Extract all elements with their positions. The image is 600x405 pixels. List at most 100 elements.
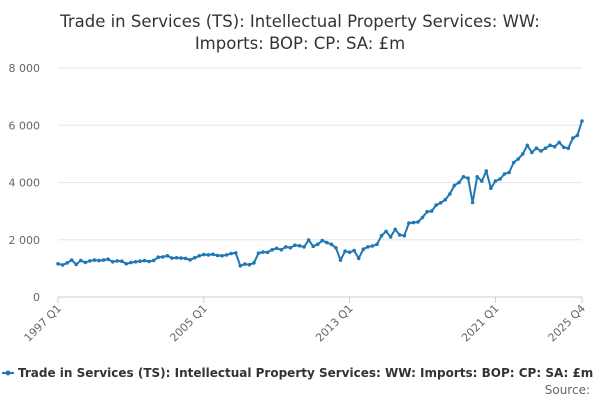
data-point xyxy=(311,244,316,249)
data-point xyxy=(279,248,284,252)
data-point xyxy=(411,220,416,225)
data-point xyxy=(261,250,265,254)
data-point xyxy=(375,242,379,247)
legend[interactable]: Trade in Services (TS): Intellectual Pro… xyxy=(2,366,593,380)
data-point xyxy=(393,227,398,232)
y-tick-label-6000: 6 000 xyxy=(9,119,41,132)
series-line xyxy=(57,120,583,267)
data-point xyxy=(206,253,211,257)
data-point xyxy=(425,209,429,214)
data-point xyxy=(361,247,366,251)
x-axis-ticks: 1997 Q1 2005 Q1 2013 Q1 2021 Q1 2025 Q4 xyxy=(22,297,589,345)
data-point xyxy=(525,143,530,148)
data-point xyxy=(356,256,361,261)
data-point xyxy=(580,119,584,123)
data-point xyxy=(60,263,65,267)
data-point xyxy=(489,186,493,190)
data-point xyxy=(215,253,220,258)
data-point xyxy=(366,245,370,249)
data-point xyxy=(151,258,156,263)
data-point xyxy=(347,250,352,255)
data-point xyxy=(265,250,270,255)
data-point xyxy=(388,235,393,239)
data-point xyxy=(334,246,338,250)
data-point xyxy=(530,150,534,155)
data-point xyxy=(511,160,516,165)
data-point xyxy=(138,259,142,264)
data-point xyxy=(475,175,480,179)
data-point xyxy=(161,255,165,259)
data-point xyxy=(507,170,511,175)
data-point xyxy=(211,252,215,257)
data-point xyxy=(120,259,124,264)
data-point xyxy=(420,215,425,220)
data-point xyxy=(543,146,548,150)
legend-point-marker xyxy=(5,370,11,376)
data-point xyxy=(83,260,88,265)
data-point xyxy=(302,245,306,249)
data-point xyxy=(142,258,147,263)
data-point xyxy=(197,254,202,258)
data-point xyxy=(133,260,138,264)
y-tick-label-2000: 2 000 xyxy=(9,234,41,247)
data-point xyxy=(65,261,69,265)
data-point xyxy=(129,260,133,265)
data-point xyxy=(343,249,347,253)
data-point xyxy=(97,258,101,263)
data-point xyxy=(88,259,92,263)
data-point xyxy=(571,136,575,140)
data-point xyxy=(429,209,434,213)
data-point xyxy=(552,144,557,149)
data-point xyxy=(202,252,206,257)
data-point xyxy=(284,245,288,249)
data-point xyxy=(397,233,402,237)
data-point xyxy=(220,254,224,258)
data-point xyxy=(315,242,320,247)
data-point xyxy=(106,257,110,262)
data-point xyxy=(480,179,484,183)
data-point xyxy=(165,254,170,258)
data-point xyxy=(115,259,119,263)
data-point xyxy=(229,251,233,256)
data-point xyxy=(548,143,552,148)
source-label: Source: xyxy=(545,383,590,397)
data-point xyxy=(224,253,229,257)
data-point xyxy=(493,179,498,183)
data-point xyxy=(416,220,420,224)
data-point xyxy=(461,175,466,179)
data-point xyxy=(562,145,566,150)
data-point xyxy=(575,133,580,138)
y-tick-label-4000: 4 000 xyxy=(9,177,41,190)
x-tick-label-0: 1997 Q1 xyxy=(22,302,65,345)
data-point xyxy=(384,229,388,234)
data-point xyxy=(288,246,293,250)
data-point xyxy=(407,221,411,225)
data-point xyxy=(466,176,470,180)
gridlines xyxy=(58,67,582,241)
data-point xyxy=(484,169,489,173)
y-tick-label-8000: 8 000 xyxy=(9,62,41,75)
data-point xyxy=(110,260,115,264)
data-point xyxy=(557,140,561,145)
data-point xyxy=(539,149,543,153)
y-tick-label-0: 0 xyxy=(33,291,40,304)
data-point xyxy=(74,262,78,267)
data-point xyxy=(188,258,192,262)
data-point xyxy=(516,157,520,161)
data-point xyxy=(498,177,502,181)
data-point xyxy=(452,183,457,188)
data-point xyxy=(238,264,243,268)
data-point xyxy=(170,256,174,260)
data-point xyxy=(306,238,311,242)
x-tick-label-2: 2013 Q1 xyxy=(313,302,356,345)
x-tick-label-3: 2021 Q1 xyxy=(459,302,502,345)
data-point xyxy=(402,233,407,238)
data-point xyxy=(457,180,461,185)
data-point xyxy=(438,201,443,205)
x-tick-label-4: 2025 Q4 xyxy=(546,302,589,345)
data-point xyxy=(320,238,325,243)
x-tick-label-1: 2005 Q1 xyxy=(167,302,210,345)
data-point xyxy=(79,258,83,263)
data-point xyxy=(256,251,261,255)
